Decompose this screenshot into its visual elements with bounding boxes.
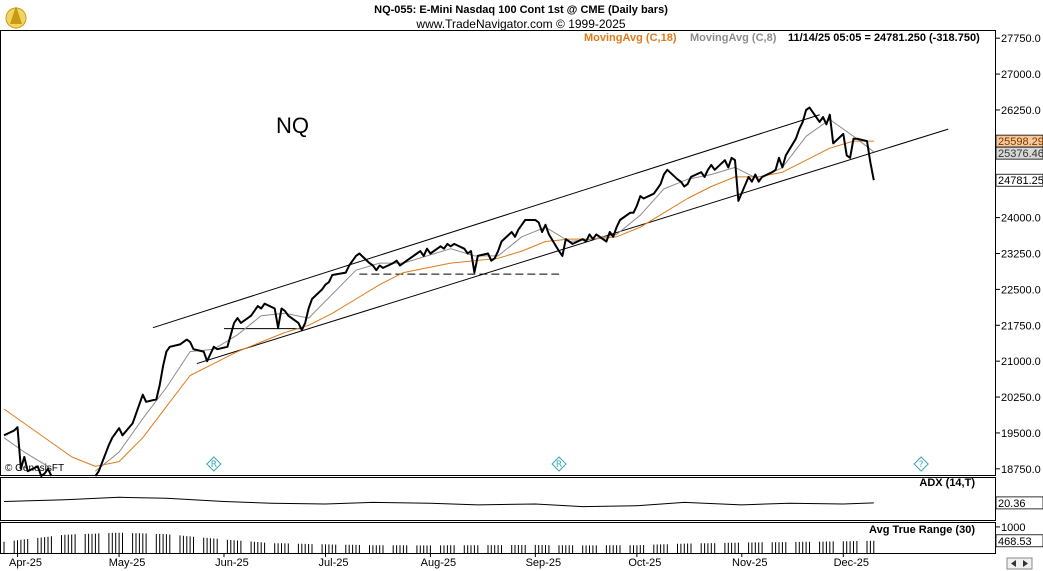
logo (5, 6, 27, 29)
x-tick-label: Aug-25 (421, 557, 456, 569)
series-line-ma8 (3, 119, 875, 472)
value-tag-label: 25376.469 (998, 148, 1043, 160)
y-tick-label: 27000.0 (1001, 69, 1041, 81)
x-tick-label: Jul-25 (319, 557, 349, 569)
event-marker-icon[interactable] (206, 456, 222, 472)
series (3, 106, 875, 477)
x-tick-label: Nov-25 (732, 557, 767, 569)
atr-tick-label: 1000 (1001, 522, 1025, 534)
y-tick-label: 24000.0 (1001, 213, 1041, 225)
y-tick-label: 21750.0 (1001, 320, 1041, 332)
adx-line (3, 496, 874, 508)
y-tick-label: 22500.0 (1001, 284, 1041, 296)
scroll-left-icon[interactable] (1011, 560, 1016, 567)
adx-value-label: 20.36 (998, 498, 1026, 510)
event-marker-label: R (556, 460, 562, 470)
x-tick-label: May-25 (109, 557, 146, 569)
event-markers: R R? (206, 456, 929, 472)
adx-panel (0, 477, 996, 521)
value-tags: 25598.29225376.469 24781.250 (995, 134, 1043, 187)
x-tick-label: Jun-25 (215, 557, 249, 569)
atr-series: 1000 468.53 (3, 522, 1043, 553)
event-marker-icon[interactable] (551, 456, 567, 472)
y-tick-label: 23250.0 (1001, 249, 1041, 261)
atr-panel (0, 522, 996, 554)
adx-label: ADX (14,T) (919, 477, 975, 489)
series-line-price (3, 106, 875, 477)
value-tag-ma8 (995, 146, 1043, 160)
scroll-button[interactable] (1006, 557, 1033, 570)
scroll-arrows[interactable] (1006, 557, 1033, 570)
value-tag-price (995, 173, 1043, 187)
main-panel (0, 30, 996, 476)
event-marker-label: R (211, 460, 217, 470)
trendlines (152, 114, 949, 365)
value-tag-label: 25598.292 (998, 136, 1043, 148)
event-marker-icon[interactable] (913, 456, 929, 472)
chart-title: NQ-055: E-Mini Nasdaq 100 Cont 1st @ CME… (374, 4, 668, 16)
y-tick-label: 20250.0 (1001, 392, 1041, 404)
legend-quote: 11/14/25 05:05 = 24781.250 (-318.750) (788, 32, 980, 44)
atr-value-label: 468.53 (998, 536, 1032, 548)
adx-value-tag (995, 496, 1043, 510)
event-marker-label: ? (919, 460, 924, 470)
legend-ma18: MovingAvg (C,18) (584, 32, 677, 44)
y-axis: 27750.027000.026250.025500.024750.024000… (996, 33, 1041, 476)
y-tick-label: 27750.0 (1001, 33, 1041, 45)
atr-value-tag (995, 534, 1043, 548)
series-line-ma18 (3, 140, 874, 467)
x-tick-label: Sep-25 (526, 557, 561, 569)
scroll-right-icon[interactable] (1023, 560, 1028, 567)
chart-subtitle: www.TradeNavigator.com © 1999-2025 (415, 17, 625, 31)
y-tick-label: 21000.0 (1001, 356, 1041, 368)
x-axis: Apr-25 May-25 Jun-25 Jul-25 Aug-25 Sep-25 Oct-… (9, 553, 869, 569)
trendline-upper-channel (152, 114, 820, 329)
y-tick-label: 26250.0 (1001, 105, 1041, 117)
adx-series: 20.36 (3, 496, 1043, 510)
x-tick-label: Oct-25 (628, 557, 661, 569)
copyright: © GenesisFT (5, 463, 64, 474)
legend-ma8: MovingAvg (C,8) (690, 32, 777, 44)
atr-bars (3, 532, 875, 553)
y-tick-label: 19500.0 (1001, 428, 1041, 440)
value-tag-label: 24781.250 (998, 175, 1043, 187)
y-tick-label: 18750.0 (1001, 464, 1041, 476)
trendline-lower-channel (196, 128, 949, 365)
x-tick-label: Apr-25 (9, 557, 42, 569)
atr-label: Avg True Range (30) (869, 524, 975, 536)
chart-annotation: NQ (276, 113, 309, 138)
x-tick-label: Dec-25 (834, 557, 869, 569)
